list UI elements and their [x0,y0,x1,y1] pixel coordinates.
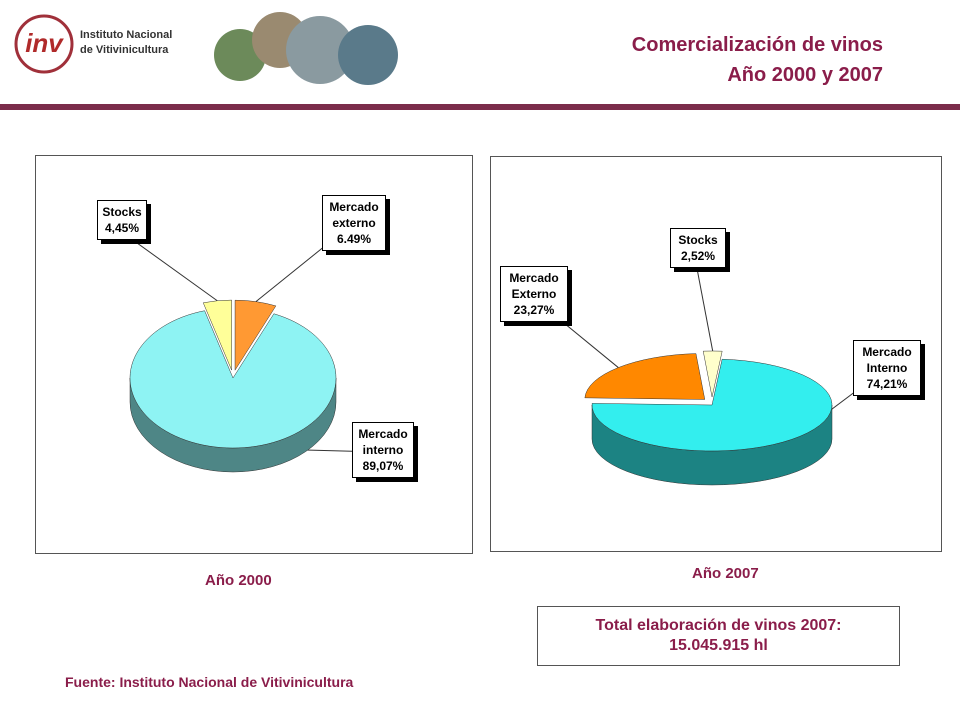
data-label-box: Mercado Externo 23,27% [500,266,568,322]
data-label: 6.49% [336,232,372,246]
chart-title: Año 2000 [205,572,272,589]
slice [591,358,833,452]
logo-circle [14,14,74,74]
data-label: 2,52% [680,249,716,263]
data-label-box: Stocks 2,52% [670,228,726,268]
slice [202,299,232,371]
slice [702,350,723,398]
data-label-box: Mercado Interno 74,21% [853,340,921,396]
slice [234,299,277,372]
data-label: 74,21% [866,377,908,391]
chart-title: Año 2007 [692,565,759,582]
leader-line [118,229,218,302]
logo-text: Instituto Nacional [80,29,172,41]
total-box: Total elaboración de vinos 2007: 15.045.… [537,606,900,666]
total-text: Total elaboración de vinos 2007: [595,617,842,634]
data-label-box: Mercado externo 6.49% [322,195,386,251]
data-label: 4,45% [104,221,140,235]
photo [286,16,354,84]
slice [129,310,337,449]
leader-line [694,257,714,352]
logo-mark: inv [25,28,64,58]
category-label: Stocks [102,205,142,219]
slice [584,353,706,400]
source: Fuente: Instituto Nacional de Vitivinicu… [65,674,354,690]
category-label: Mercado Externo [509,271,559,301]
total-text: 15.045.915 hl [669,637,768,654]
data-label-box: Mercado interno 89,07% [352,422,414,478]
photo [338,25,398,85]
data-label: 23,27% [513,303,555,317]
category-label: Mercado interno [358,427,408,457]
header-bar [0,104,960,110]
title: Año 2000 y 2007 [727,64,883,86]
category-label: Stocks [678,233,718,247]
category-label: Mercado externo [329,200,379,230]
category-label: Mercado Interno [862,345,912,375]
title: Comercialización de vinos [631,34,883,56]
data-label-box: Stocks 4,45% [97,200,147,240]
data-label: 89,07% [362,459,404,473]
logo-text: de Vitivinicultura [80,44,169,56]
